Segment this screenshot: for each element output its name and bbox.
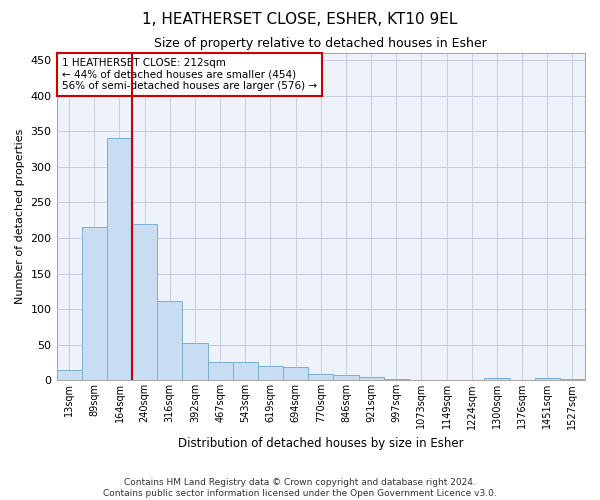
Bar	[208, 362, 233, 380]
Bar	[484, 378, 509, 380]
Bar	[334, 376, 359, 380]
Bar	[107, 138, 132, 380]
X-axis label: Distribution of detached houses by size in Esher: Distribution of detached houses by size …	[178, 437, 464, 450]
Bar	[258, 366, 283, 380]
Text: 1, HEATHERSET CLOSE, ESHER, KT10 9EL: 1, HEATHERSET CLOSE, ESHER, KT10 9EL	[142, 12, 458, 28]
Bar	[308, 374, 334, 380]
Bar	[535, 378, 560, 380]
Y-axis label: Number of detached properties: Number of detached properties	[15, 129, 25, 304]
Bar	[233, 362, 258, 380]
Title: Size of property relative to detached houses in Esher: Size of property relative to detached ho…	[154, 38, 487, 51]
Bar	[283, 368, 308, 380]
Bar	[560, 379, 585, 380]
Bar	[56, 370, 82, 380]
Bar	[359, 376, 383, 380]
Bar	[132, 224, 157, 380]
Text: 1 HEATHERSET CLOSE: 212sqm
← 44% of detached houses are smaller (454)
56% of sem: 1 HEATHERSET CLOSE: 212sqm ← 44% of deta…	[62, 58, 317, 91]
Bar	[82, 228, 107, 380]
Bar	[182, 342, 208, 380]
Bar	[157, 300, 182, 380]
Bar	[383, 379, 409, 380]
Text: Contains HM Land Registry data © Crown copyright and database right 2024.
Contai: Contains HM Land Registry data © Crown c…	[103, 478, 497, 498]
